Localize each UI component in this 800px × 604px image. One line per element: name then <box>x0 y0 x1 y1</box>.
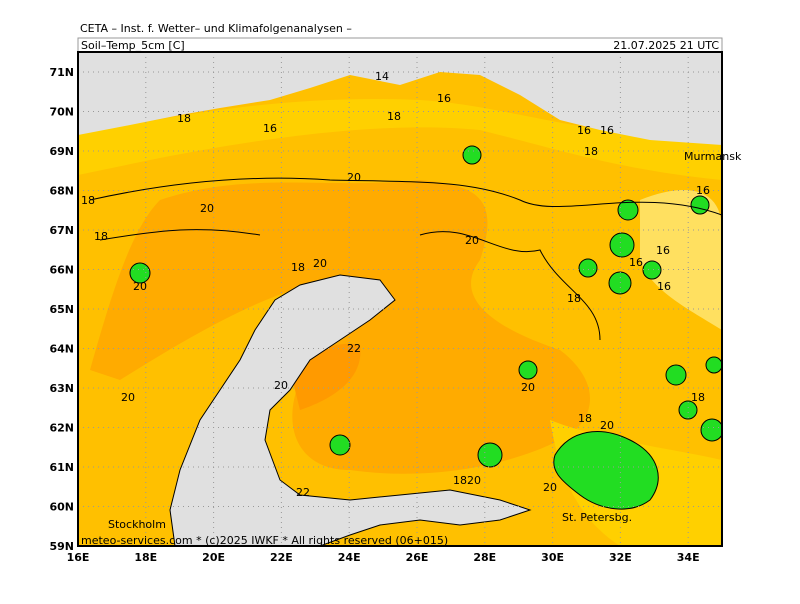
lon-label: 18E <box>134 551 157 564</box>
lat-label: 70N <box>49 106 74 119</box>
contour-label: 20 <box>600 419 614 432</box>
cold-patch <box>665 364 687 386</box>
contour-label: 22 <box>296 486 310 499</box>
map-area <box>78 52 722 546</box>
lon-label: 24E <box>338 551 361 564</box>
cold-patch <box>705 356 722 374</box>
map-frame <box>77 51 723 547</box>
place-name: Murmansk <box>684 150 742 163</box>
cold-patch <box>578 258 598 278</box>
baltic-sea <box>169 274 532 546</box>
footer: meteo-services.com * (c)2025 IWKF * All … <box>81 534 448 547</box>
lat-label: 66N <box>49 264 74 277</box>
title: CETA – Inst. f. Wetter– und Klimafolgena… <box>80 22 352 35</box>
lon-label: 26E <box>406 551 429 564</box>
cold-patch <box>129 262 151 284</box>
contour-label: 18 <box>387 110 401 123</box>
contour-label: 16 <box>600 124 614 137</box>
contour-label: 18 <box>291 261 305 274</box>
contour-label: 18 <box>691 391 705 404</box>
contour-label: 20 <box>521 381 535 394</box>
contour-label: 20 <box>200 202 214 215</box>
contour-label: 20 <box>465 234 479 247</box>
lon-label: 16E <box>67 551 90 564</box>
lon-label: 22E <box>270 551 293 564</box>
contour-label: 20 <box>274 379 288 392</box>
lat-label: 60N <box>49 501 74 514</box>
cold-patch <box>617 199 639 221</box>
contour-label: 22 <box>347 342 361 355</box>
contour-label: 20 <box>133 280 147 293</box>
cool-band <box>78 99 722 180</box>
contour-label: 18 <box>567 292 581 305</box>
contour-label: 16 <box>656 244 670 257</box>
contour-label: 18 <box>584 145 598 158</box>
contour-label: 16 <box>657 280 671 293</box>
lat-label: 64N <box>49 343 74 356</box>
lat-label: 59N <box>49 540 74 553</box>
contour-label: 18 <box>94 230 108 243</box>
lon-label: 28E <box>473 551 496 564</box>
contour-label: 20 <box>347 171 361 184</box>
contour-label: 20 <box>121 391 135 404</box>
contour-label: 18 <box>81 194 95 207</box>
contour-label: 20 <box>543 481 557 494</box>
lon-label: 32E <box>609 551 632 564</box>
lat-label: 71N <box>49 66 74 79</box>
cold-patch <box>678 400 698 420</box>
lat-label: 67N <box>49 224 74 237</box>
lat-label: 61N <box>49 461 74 474</box>
contour-label: 20 <box>313 257 327 270</box>
contour-label: 16 <box>263 122 277 135</box>
lat-label: 63N <box>49 382 74 395</box>
contour-label: 16 <box>437 92 451 105</box>
contour-label: 18 <box>578 412 592 425</box>
place-name: St. Petersbg. <box>562 511 632 524</box>
contour-label: 18 <box>177 112 191 125</box>
cool-band-east <box>640 190 722 330</box>
contour-label: 14 <box>375 70 389 83</box>
cold-patch <box>609 232 635 258</box>
cold-patch <box>690 195 710 215</box>
cold-patch <box>462 145 482 165</box>
lat-label: 69N <box>49 145 74 158</box>
lake-ladoga <box>553 431 659 510</box>
sea-north <box>78 52 722 145</box>
lon-label: 20E <box>202 551 225 564</box>
contour-label: 16 <box>577 124 591 137</box>
contour-label: 1820 <box>453 474 481 487</box>
contours <box>89 177 722 341</box>
cold-patch <box>518 360 538 380</box>
cold-patch <box>329 434 351 456</box>
lat-label: 68N <box>49 185 74 198</box>
lon-label: 34E <box>677 551 700 564</box>
lat-label: 62N <box>49 422 74 435</box>
cold-patches <box>129 145 722 468</box>
contour-label: 16 <box>629 256 643 269</box>
valid-time: 21.07.2025 21 UTC <box>613 39 719 52</box>
place-name: Stockholm <box>108 518 166 531</box>
cold-patch <box>700 418 722 442</box>
lon-label: 30E <box>541 551 564 564</box>
contour-label: 16 <box>696 184 710 197</box>
parameter: Soil–Temp_5cm [C] <box>81 39 185 52</box>
lat-label: 65N <box>49 303 74 316</box>
cold-patch <box>477 442 503 468</box>
